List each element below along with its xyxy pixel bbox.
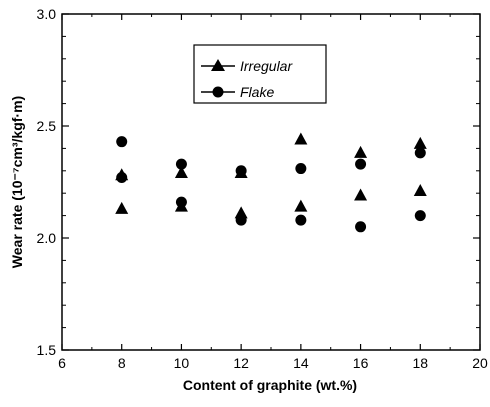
y-tick-labels: 1.5 2.0 2.5 3.0 [37, 6, 57, 358]
y-axis-title: Wear rate (10⁻⁷cm³/kgf·m) [9, 96, 25, 268]
flake-data-point [116, 136, 128, 148]
flake-data-point [295, 214, 307, 226]
flake-data-point [295, 163, 307, 175]
y-tick-label: 2.0 [37, 230, 57, 246]
irregular-data-point [115, 201, 129, 214]
flake-data-point [175, 158, 187, 170]
x-tick-label: 10 [174, 355, 190, 371]
irregular-data-point [294, 132, 308, 145]
irregular-data-point [413, 183, 427, 196]
flake-data-point [116, 172, 128, 184]
y-tick-label: 1.5 [37, 342, 57, 358]
flake-data-point [235, 165, 247, 177]
x-tick-label: 20 [472, 355, 488, 371]
x-tick-label: 6 [58, 355, 66, 371]
flake-data-point [414, 147, 426, 159]
irregular-data-point [354, 188, 368, 201]
x-axis-title: Content of graphite (wt.%) [183, 377, 357, 393]
data-points [115, 132, 427, 233]
flake-data-point [355, 158, 367, 170]
irregular-data-point [354, 145, 368, 158]
legend-irregular-triangle-marker [211, 59, 225, 71]
y-tick-label: 2.5 [37, 118, 57, 134]
x-tick-label: 18 [412, 355, 428, 371]
x-tick-label: 16 [353, 355, 369, 371]
flake-data-point [175, 196, 187, 208]
x-tick-label: 12 [233, 355, 249, 371]
x-tick-label: 14 [293, 355, 309, 371]
y-tick-label: 3.0 [37, 6, 57, 22]
x-tick-label: 8 [118, 355, 126, 371]
irregular-data-point [413, 136, 427, 149]
legend: Irregular Flake [193, 44, 327, 104]
legend-irregular-label: Irregular [240, 58, 293, 74]
flake-data-point [414, 210, 426, 222]
flake-data-point [355, 221, 367, 233]
legend-flake-circle-marker [212, 86, 224, 98]
x-tick-labels: 6 8 10 12 14 16 18 20 [58, 355, 488, 371]
axis-ticks [61, 13, 481, 351]
irregular-data-point [294, 199, 308, 212]
irregular-data-point [234, 206, 248, 219]
legend-flake-label: Flake [240, 84, 274, 100]
irregular-data-point [174, 166, 188, 179]
flake-data-point [235, 214, 247, 226]
